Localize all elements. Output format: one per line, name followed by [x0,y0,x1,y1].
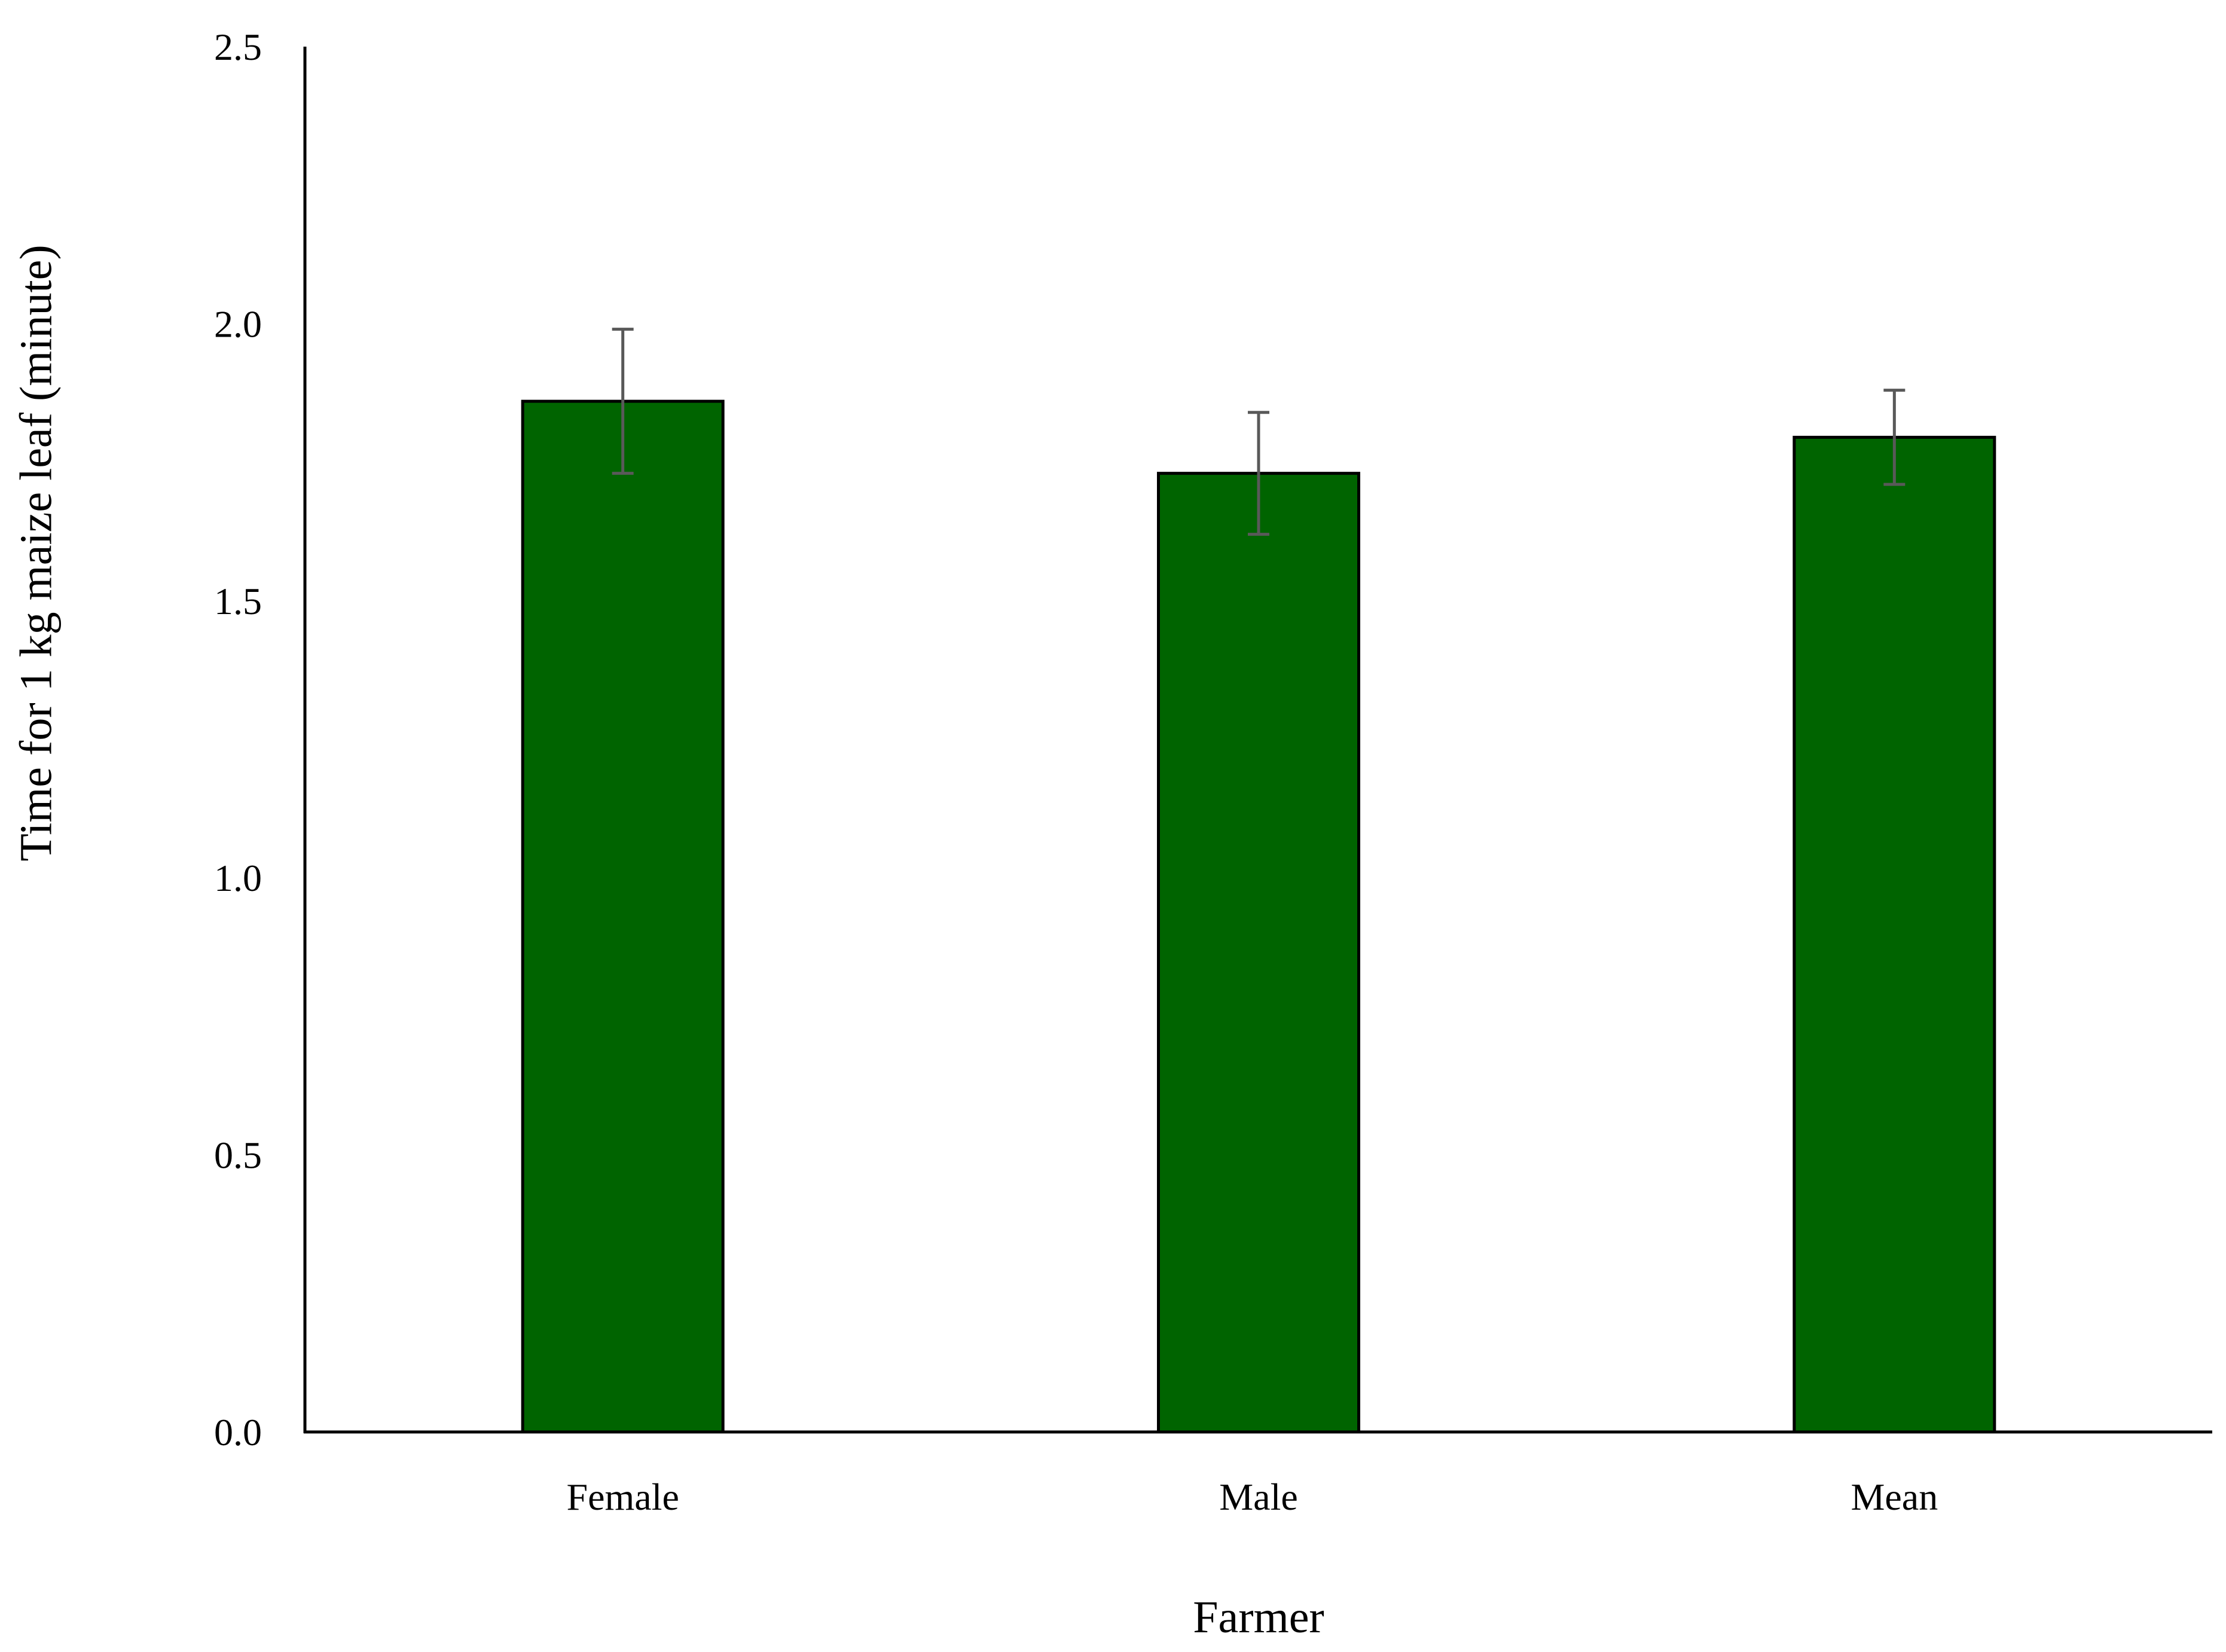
bar-mean [1793,435,1996,1434]
bar-female [521,399,725,1434]
x-tick-label-male: Male [1219,1476,1298,1518]
bar-male [1157,472,1360,1434]
bars [521,399,1996,1434]
x-axis-title: Farmer [1193,1592,1324,1642]
y-axis-title: Time for 1 kg maize leaf (minute) [11,245,61,861]
error-bars [612,328,1906,536]
x-tick-label-female: Female [566,1476,679,1518]
y-axis-ticks: 0.0 0.5 1.0 1.5 2.0 2.5 [214,26,262,1453]
error-bar-mean [1883,389,1906,486]
x-tick-label-mean: Mean [1851,1476,1938,1518]
x-axis-tick-labels: Female Male Mean [566,1476,1938,1518]
y-tick-label: 2.0 [214,303,262,345]
error-bar-male [1248,411,1269,536]
y-tick-label: 0.5 [214,1134,262,1177]
y-tick-label: 2.5 [214,26,262,68]
y-tick-label: 0.0 [214,1411,262,1453]
y-tick-label: 1.0 [214,857,262,899]
y-tick-label: 1.5 [214,580,262,622]
error-bar-female [612,328,634,475]
